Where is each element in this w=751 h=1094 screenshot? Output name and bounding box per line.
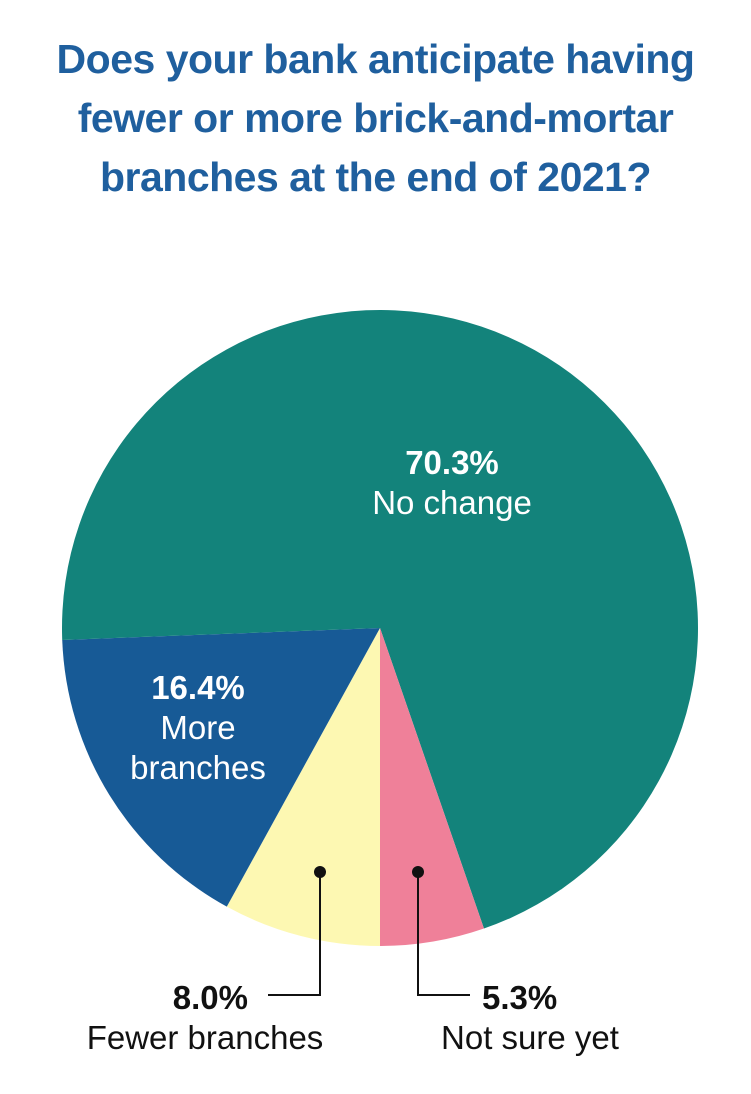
category-label: More branches: [130, 709, 266, 786]
leader-line: [268, 872, 321, 996]
slice-label: 16.4% More branches: [108, 668, 288, 788]
chart-title: Does your bank anticipate having fewer o…: [56, 36, 695, 200]
leader-dot: [314, 866, 326, 878]
pie-slice: [380, 628, 484, 946]
slice-label: 70.3% No change: [322, 443, 582, 523]
leader-line: [417, 872, 470, 996]
leader-dot: [412, 866, 424, 878]
value-label: 8.0%: [172, 979, 248, 1016]
pie-slice: [226, 628, 380, 946]
pie-slice: [62, 628, 380, 907]
value-label: 70.3%: [405, 444, 499, 481]
value-label: 5.3%: [482, 979, 558, 1016]
category-label: Fewer branches: [86, 1019, 324, 1056]
category-label: No change: [372, 484, 532, 521]
pie-slice: [61, 309, 698, 929]
category-label: Not sure yet: [441, 1019, 619, 1056]
value-label: 16.4%: [151, 669, 245, 706]
slice-label: 8.0% Fewer branches: [60, 978, 350, 1058]
slice-label: 5.3% Not sure yet: [410, 978, 650, 1058]
